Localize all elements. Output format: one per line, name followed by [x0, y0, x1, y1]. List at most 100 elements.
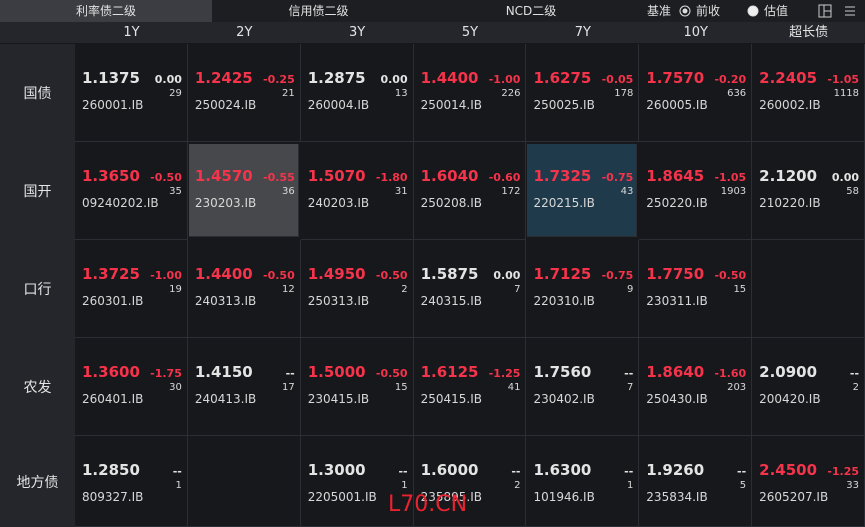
count: 15 — [733, 284, 747, 295]
code: 250220.IB — [646, 196, 708, 210]
code: 260004.IB — [307, 98, 370, 112]
count: 1903 — [720, 186, 747, 197]
change: -0.55 — [263, 171, 295, 184]
change: -0.20 — [714, 73, 747, 86]
change: -- — [624, 465, 634, 478]
quote-cell[interactable] — [75, 436, 188, 527]
quote-cell[interactable] — [639, 44, 753, 142]
layout-icon[interactable] — [818, 4, 832, 18]
quote-cell[interactable] — [752, 338, 865, 436]
change: -0.50 — [714, 269, 747, 282]
quote-cell[interactable] — [75, 240, 188, 338]
change: -1.25 — [827, 465, 860, 478]
radio[interactable] — [747, 5, 759, 17]
count: 5 — [739, 480, 747, 491]
quote-cell[interactable] — [639, 338, 753, 436]
quote-cell[interactable] — [526, 44, 640, 142]
quote-cell[interactable] — [187, 338, 301, 436]
quote-cell[interactable] — [75, 142, 188, 240]
change: -1.00 — [150, 269, 182, 282]
count: 15 — [394, 382, 408, 393]
change: 0.00 — [831, 171, 860, 184]
change: -1.75 — [150, 367, 182, 380]
count: 35 — [169, 186, 182, 197]
rate: 1.2850 — [82, 461, 140, 479]
quote-cell[interactable] — [75, 338, 188, 436]
quote-cell[interactable] — [413, 240, 527, 338]
change: 0.00 — [154, 73, 182, 86]
count: 36 — [282, 186, 295, 197]
quote-cell[interactable] — [526, 338, 640, 436]
quote-cell[interactable] — [413, 44, 527, 142]
quote-cell[interactable] — [187, 44, 301, 142]
code: 230402.IB — [533, 392, 595, 406]
quote-cell[interactable] — [188, 144, 299, 237]
quote-cell[interactable] — [300, 44, 414, 142]
change: -1.80 — [375, 171, 408, 184]
count: 636 — [727, 88, 747, 99]
change: -0.75 — [601, 171, 634, 184]
quote-cell[interactable] — [300, 142, 414, 240]
change: -- — [398, 465, 408, 478]
quote-cell[interactable] — [413, 338, 527, 436]
rate: 1.6275 — [533, 69, 592, 87]
count: 7 — [626, 382, 634, 393]
rate: 1.4570 — [194, 167, 253, 185]
count: 7 — [514, 284, 521, 295]
rate: 1.2875 — [307, 69, 366, 87]
menu-icon[interactable] — [843, 4, 857, 18]
change: -- — [737, 465, 747, 478]
quote-cell[interactable] — [187, 240, 301, 338]
code: 260401.IB — [82, 392, 144, 406]
change: -0.05 — [601, 73, 634, 86]
code: 210220.IB — [759, 196, 821, 210]
quote-cell[interactable] — [413, 142, 527, 240]
rate: 2.4500 — [759, 461, 818, 479]
rate: 1.7125 — [533, 265, 592, 283]
row-header: 地方债 — [0, 436, 75, 527]
quote-cell[interactable] — [75, 44, 188, 142]
count: 21 — [282, 88, 295, 99]
radio-selected[interactable] — [679, 5, 691, 17]
count: 17 — [282, 382, 295, 393]
quote-cell[interactable] — [300, 240, 414, 338]
radio-label[interactable]: 前收 — [695, 4, 720, 18]
basis-label: 基准 — [646, 4, 671, 18]
rate: 1.6040 — [420, 167, 479, 185]
quote-cell[interactable] — [639, 240, 753, 338]
change: -- — [849, 367, 860, 380]
code: 250415.IB — [420, 392, 482, 406]
change: -- — [285, 367, 295, 380]
quote-cell[interactable] — [526, 240, 640, 338]
rate: 1.2425 — [194, 69, 253, 87]
column-header: 2Y — [187, 22, 302, 43]
count: 41 — [507, 382, 521, 393]
change: -- — [511, 465, 521, 478]
change: -- — [624, 367, 634, 380]
rate: 1.7560 — [533, 363, 592, 381]
code: 250313.IB — [307, 294, 370, 308]
rate: 1.9260 — [646, 461, 705, 479]
change: -0.25 — [263, 73, 295, 86]
count: 9 — [626, 284, 634, 295]
code: 240315.IB — [420, 294, 482, 308]
count: 1 — [175, 480, 182, 491]
rate: 1.5875 — [420, 265, 479, 283]
quote-cell[interactable] — [527, 144, 638, 237]
rate: 2.1200 — [759, 167, 818, 185]
change: -0.50 — [375, 269, 408, 282]
tab[interactable]: 利率债二级 — [0, 0, 212, 22]
count: 31 — [394, 186, 408, 197]
change: -1.60 — [714, 367, 747, 380]
row-header: 口行 — [0, 240, 75, 339]
code: 250025.IB — [533, 98, 595, 112]
tab[interactable]: 信用债二级 — [288, 4, 349, 18]
quote-cell[interactable] — [639, 142, 753, 240]
quote-cell[interactable] — [639, 436, 753, 527]
change: -0.50 — [150, 171, 182, 184]
radio-label[interactable]: 估值 — [763, 4, 788, 18]
tab[interactable]: NCD二级 — [505, 4, 557, 18]
count: 2 — [852, 382, 860, 393]
quote-cell[interactable] — [300, 338, 414, 436]
quote-cell[interactable] — [526, 436, 640, 527]
